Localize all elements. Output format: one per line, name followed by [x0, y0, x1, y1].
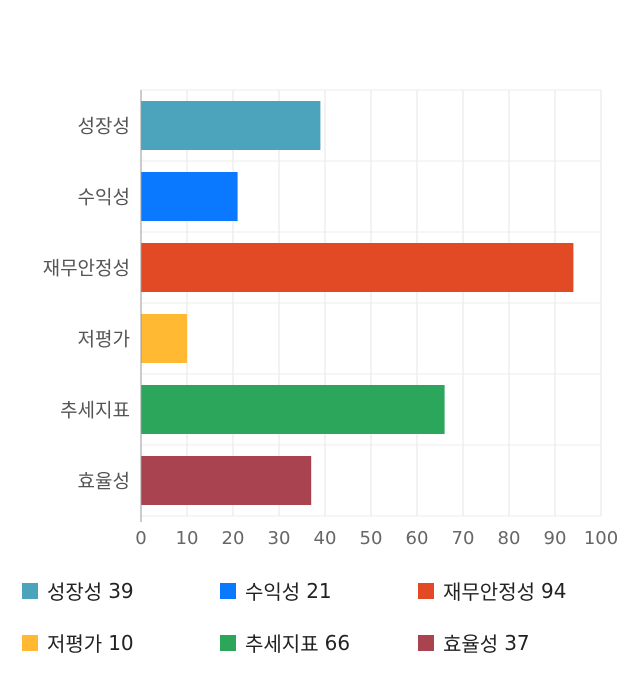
legend-swatch-3 — [22, 634, 38, 651]
legend-item-0: 성장성 39 — [22, 576, 134, 605]
legend-value-1: 21 — [306, 578, 332, 603]
legend-swatch-2 — [418, 582, 434, 599]
legend-value-5: 37 — [504, 630, 530, 655]
category-label-3: 저평가 — [78, 329, 130, 351]
category-label-0: 성장성 — [78, 116, 130, 138]
legend-item-5: 효율성 37 — [418, 628, 530, 657]
x-tick-label-4: 40 — [314, 528, 337, 549]
legend-label-4: 추세지표 — [245, 632, 319, 656]
x-tick-label-3: 30 — [268, 528, 291, 549]
x-tick-label-2: 20 — [222, 528, 245, 549]
legend-label-0: 성장성 — [47, 580, 103, 604]
x-tick-label-6: 60 — [406, 528, 429, 549]
legend-item-3: 저평가 10 — [22, 628, 134, 657]
grid-lines — [140, 89, 602, 517]
legend-item-2: 재무안정성 94 — [418, 576, 566, 605]
bars — [141, 101, 574, 505]
legend-label-5: 효율성 — [443, 632, 499, 656]
category-label-1: 수익성 — [78, 187, 130, 209]
x-axis-ticks: 0 10 20 30 40 50 60 70 80 90 100 — [135, 528, 618, 549]
legend-label-1: 수익성 — [245, 580, 301, 604]
x-tick-label-0: 0 — [135, 528, 146, 549]
x-tick-label-5: 50 — [360, 528, 383, 549]
bar-0 — [141, 101, 321, 150]
legend-value-0: 39 — [108, 578, 134, 603]
x-tick-label-1: 10 — [176, 528, 199, 549]
legend-label-2: 재무안정성 — [443, 580, 535, 604]
legend-swatch-0 — [22, 582, 38, 599]
legend-item-1: 수익성 21 — [220, 576, 332, 605]
legend-value-3: 10 — [108, 630, 134, 655]
legend-swatch-4 — [220, 634, 236, 651]
category-label-5: 효율성 — [78, 471, 130, 493]
category-label-4: 추세지표 — [60, 400, 130, 422]
bar-4 — [141, 385, 445, 434]
x-tick-label-7: 70 — [452, 528, 475, 549]
legend-swatch-1 — [220, 582, 236, 599]
legend-value-4: 66 — [324, 630, 351, 655]
x-tick-label-8: 80 — [498, 528, 521, 549]
legend-item-4: 추세지표 66 — [220, 628, 350, 657]
legend-label-3: 저평가 — [47, 632, 103, 656]
x-tick-label-9: 90 — [544, 528, 567, 549]
legend-value-2: 94 — [541, 578, 567, 603]
x-tick-label-10: 100 — [584, 528, 618, 549]
bar-2 — [141, 243, 574, 292]
legend-swatch-5 — [418, 634, 434, 651]
bar-1 — [141, 172, 238, 221]
bar-5 — [141, 456, 312, 505]
bar-3 — [141, 314, 187, 363]
category-label-2: 재무안정성 — [43, 258, 130, 280]
